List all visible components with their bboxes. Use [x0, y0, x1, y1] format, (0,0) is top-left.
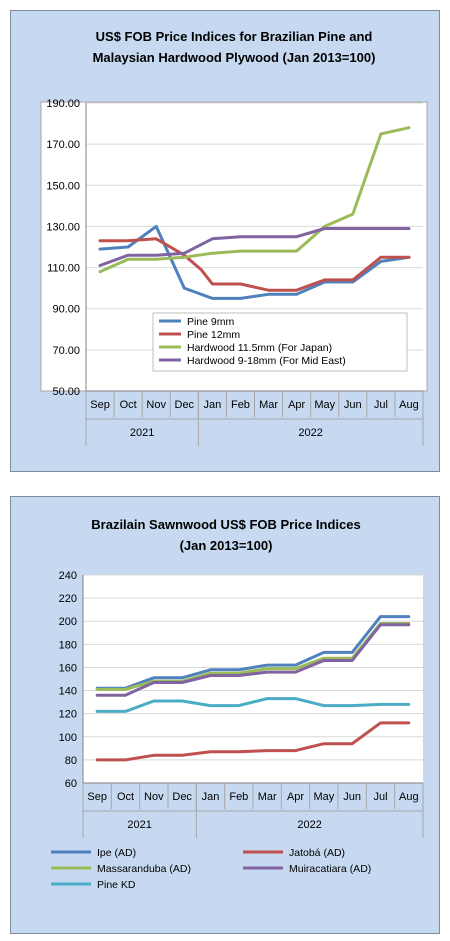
chart-title-line-1: US$ FOB Price Indices for Brazilian Pine…: [96, 29, 373, 44]
y-tick-label: 160: [59, 662, 77, 674]
legend-label-2: Pine 12mm: [187, 329, 240, 341]
x-tick-label: Sep: [90, 399, 110, 411]
y-tick-label: 120: [59, 709, 77, 721]
y-tick-label: 70.00: [52, 345, 80, 357]
sawnwood-price-chart: Brazilain Sawnwood US$ FOB Price Indices…: [51, 517, 424, 891]
series-line-4: [95, 623, 411, 697]
x-tick-label: Oct: [120, 399, 137, 411]
x-tick-label: Jan: [204, 399, 222, 411]
plywood-price-chart-panel: US$ FOB Price Indices for Brazilian Pine…: [10, 10, 440, 472]
series-line-2: [98, 237, 411, 292]
legend-label-4: Hardwood 9-18mm (For Mid East): [187, 355, 346, 367]
y-tick-label: 50.00: [52, 386, 80, 398]
x-tick-label: May: [313, 791, 334, 803]
x-tick-label: Jul: [374, 399, 388, 411]
x-tick-label: Apr: [287, 791, 304, 803]
x-tick-label: Aug: [399, 791, 419, 803]
year-group-label: 2022: [297, 819, 321, 831]
y-tick-label: 150.00: [46, 180, 80, 192]
series-line-1: [95, 615, 411, 690]
y-tick-label: 130.00: [46, 221, 80, 233]
x-tick-label: Jan: [202, 791, 220, 803]
x-tick-label: Mar: [258, 791, 277, 803]
series-line-1: [98, 224, 411, 300]
legend-label-4: Muiracatiara (AD): [289, 863, 371, 875]
year-group-label: 2022: [298, 427, 322, 439]
chart-title-line-1: Brazilain Sawnwood US$ FOB Price Indices: [91, 517, 360, 532]
y-tick-label: 80: [65, 755, 77, 767]
chart-title-line-2: (Jan 2013=100): [180, 538, 273, 553]
y-tick-label: 190.00: [46, 98, 80, 110]
legend-label-5: Pine KD: [97, 879, 136, 891]
x-tick-label: Sep: [87, 791, 107, 803]
y-tick-label: 60: [65, 778, 77, 790]
y-tick-label: 240: [59, 570, 77, 582]
x-tick-label: Feb: [229, 791, 248, 803]
series-line-5: [95, 697, 411, 713]
x-tick-label: Dec: [175, 399, 195, 411]
x-tick-label: Nov: [146, 399, 166, 411]
year-group-label: 2021: [127, 819, 151, 831]
x-tick-label: May: [314, 399, 335, 411]
y-tick-label: 180: [59, 639, 77, 651]
x-tick-label: Jul: [373, 791, 387, 803]
y-tick-label: 220: [59, 593, 77, 605]
y-tick-label: 90.00: [52, 304, 80, 316]
legend-label-3: Hardwood 11.5mm (For Japan): [187, 342, 332, 354]
sawnwood-price-chart-panel: Brazilain Sawnwood US$ FOB Price Indices…: [10, 496, 440, 934]
chart-title-line-2: Malaysian Hardwood Plywood (Jan 2013=100…: [93, 50, 376, 65]
y-tick-label: 200: [59, 616, 77, 628]
x-tick-label: Aug: [399, 399, 419, 411]
legend-label-1: Pine 9mm: [187, 316, 235, 328]
year-group-label: 2021: [130, 427, 154, 439]
x-tick-label: Apr: [288, 399, 305, 411]
x-tick-label: Nov: [144, 791, 164, 803]
y-tick-label: 170.00: [46, 139, 80, 151]
legend-label-3: Massaranduba (AD): [97, 863, 191, 875]
series-line-2: [95, 721, 411, 762]
y-tick-label: 100: [59, 732, 77, 744]
y-tick-label: 110.00: [47, 263, 80, 275]
legend-label-2: Jatobá (AD): [289, 847, 345, 859]
series-line-3: [98, 126, 411, 274]
plywood-price-chart: US$ FOB Price Indices for Brazilian Pine…: [40, 29, 428, 446]
x-tick-label: Jun: [343, 791, 361, 803]
legend-label-1: Ipe (AD): [97, 847, 136, 859]
x-tick-label: Mar: [259, 399, 278, 411]
x-tick-label: Jun: [344, 399, 362, 411]
y-tick-label: 140: [59, 686, 77, 698]
x-tick-label: Oct: [117, 791, 134, 803]
x-tick-label: Feb: [231, 399, 250, 411]
series-line-4: [98, 227, 411, 267]
plot-background: [83, 575, 423, 783]
x-tick-label: Dec: [172, 791, 192, 803]
legend-box: [152, 312, 408, 372]
